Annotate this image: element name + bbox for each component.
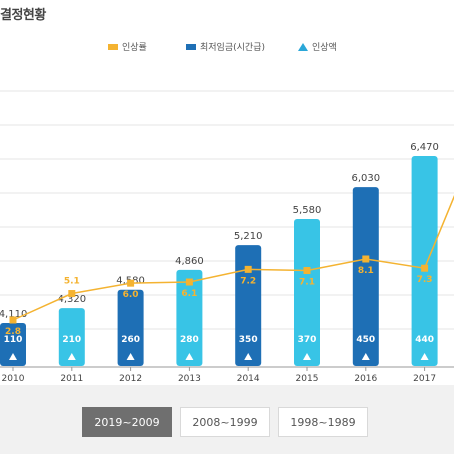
increase-value-label: 440 (415, 335, 434, 345)
increase-marker (420, 353, 429, 360)
rate-point (9, 316, 17, 324)
rate-value-label: 6.1 (181, 289, 197, 299)
period-tab-bar: 2019~2009 2008~1999 1998~1989 (0, 385, 454, 454)
rate-point (362, 255, 370, 263)
wage-value-label: 6,030 (351, 173, 380, 184)
increase-value-label: 450 (356, 335, 375, 345)
increase-value-label: 370 (298, 335, 317, 345)
x-tick-label: 2011 (60, 374, 83, 384)
wage-value-label: 6,470 (410, 142, 439, 153)
wage-value-label: 4,860 (175, 256, 204, 267)
wage-bar (117, 289, 144, 366)
page-title: 결정현황 (0, 8, 46, 23)
rate-value-label: 7.1 (299, 278, 315, 288)
tab-2008-1999[interactable]: 2008~1999 (180, 407, 270, 437)
rate-point (127, 279, 135, 287)
x-tick-label: 2013 (178, 374, 201, 384)
increase-marker (9, 353, 17, 360)
legend-label-wage: 최저임금(시간급) (200, 43, 265, 53)
rate-point (68, 290, 76, 298)
rate-point (421, 264, 429, 272)
increase-marker (185, 353, 194, 360)
wage-bar (235, 245, 262, 366)
increase-value-label: 260 (121, 335, 140, 345)
tab-1998-1989[interactable]: 1998~1989 (278, 407, 368, 437)
legend-item-rate: 인상률 (108, 40, 147, 53)
wage-bar (352, 187, 379, 366)
legend-label-rate: 인상률 (122, 43, 147, 53)
increase-marker (244, 353, 253, 360)
x-tick-label: 2010 (2, 374, 25, 384)
increase-value-label: 210 (62, 335, 81, 345)
rate-value-label: 2.8 (5, 327, 21, 337)
legend-swatch-rate (108, 43, 118, 50)
rate-value-label: 7.3 (417, 275, 433, 285)
wage-bar (294, 218, 320, 366)
x-tick-label: 2016 (354, 374, 377, 384)
tab-2019-2009[interactable]: 2019~2009 (82, 407, 172, 437)
wage-bar (176, 269, 203, 366)
increase-value-label: 280 (180, 335, 199, 345)
increase-marker (126, 353, 135, 360)
wage-bar (58, 308, 85, 366)
wage-bar (411, 156, 438, 366)
rate-value-label: 8.1 (358, 266, 374, 276)
rate-point (303, 267, 311, 275)
rate-point (244, 265, 252, 273)
x-tick-label: 2017 (413, 374, 436, 384)
rate-value-label: 5.1 (64, 277, 80, 287)
increase-value-label: 110 (4, 335, 23, 345)
x-tick-label: 2012 (119, 374, 142, 384)
wage-value-label: 4,320 (57, 294, 86, 305)
rate-point (185, 278, 193, 286)
legend-label-increase: 인상액 (312, 43, 337, 53)
wage-value-label: 5,580 (293, 205, 322, 216)
increase-marker (361, 353, 370, 360)
increase-value-label: 350 (239, 335, 258, 345)
legend-item-wage: 최저임금(시간급) (186, 40, 265, 53)
rate-value-label: 7.2 (240, 276, 256, 286)
rate-value-label: 6.0 (123, 290, 139, 300)
x-tick-label: 2014 (237, 374, 260, 384)
wage-value-label: 4,110 (0, 309, 27, 320)
legend-swatch-increase (298, 42, 308, 51)
wage-value-label: 5,210 (234, 231, 263, 242)
x-tick-label: 2015 (296, 374, 319, 384)
legend-swatch-wage (186, 43, 196, 50)
increase-marker (67, 353, 76, 360)
chart-legend: 인상률 최저임금(시간급) 인상액 (108, 40, 368, 54)
wage-bar (0, 323, 26, 366)
increase-marker (303, 353, 311, 360)
chart-canvas: 20104,11011020114,32021020124,5802602013… (0, 90, 454, 384)
legend-item-increase: 인상액 (298, 40, 337, 53)
